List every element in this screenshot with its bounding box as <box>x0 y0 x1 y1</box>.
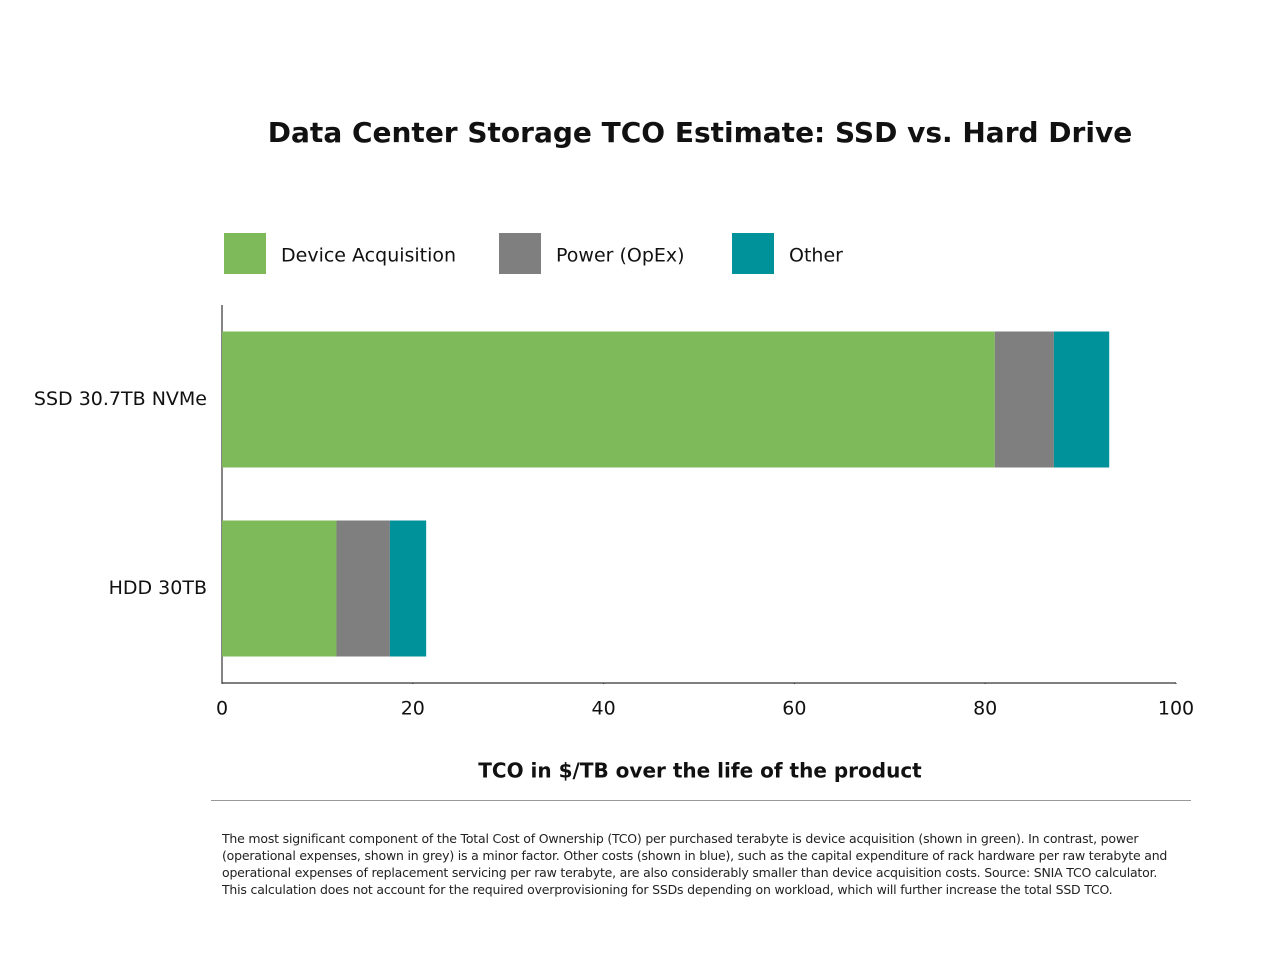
chart-title: Data Center Storage TCO Estimate: SSD vs… <box>268 116 1132 149</box>
x-tick-label: 40 <box>592 698 616 720</box>
bar-segment <box>1053 331 1110 468</box>
legend-swatch <box>499 233 541 274</box>
legend-swatch <box>224 233 266 274</box>
bar-segment <box>222 331 995 468</box>
bar-segment <box>336 520 390 657</box>
bar-segment <box>222 520 337 657</box>
x-tick-label: 100 <box>1158 698 1194 720</box>
x-axis-title: TCO in $/TB over the life of the product <box>478 759 922 783</box>
x-tick-label: 0 <box>216 698 228 720</box>
footnote: The most significant component of the To… <box>222 831 1168 897</box>
y-tick-label: SSD 30.7TB NVMe <box>34 388 207 410</box>
legend-label: Power (OpEx) <box>556 245 685 267</box>
legend-swatch <box>732 233 774 274</box>
y-tick-label: HDD 30TB <box>109 577 207 599</box>
x-tick-label: 80 <box>973 698 997 720</box>
bar-segment <box>994 331 1054 468</box>
bar-segment <box>389 520 427 657</box>
x-tick-label: 20 <box>401 698 425 720</box>
x-tick-label: 60 <box>782 698 806 720</box>
legend-label: Device Acquisition <box>281 245 456 267</box>
legend-label: Other <box>789 245 843 267</box>
